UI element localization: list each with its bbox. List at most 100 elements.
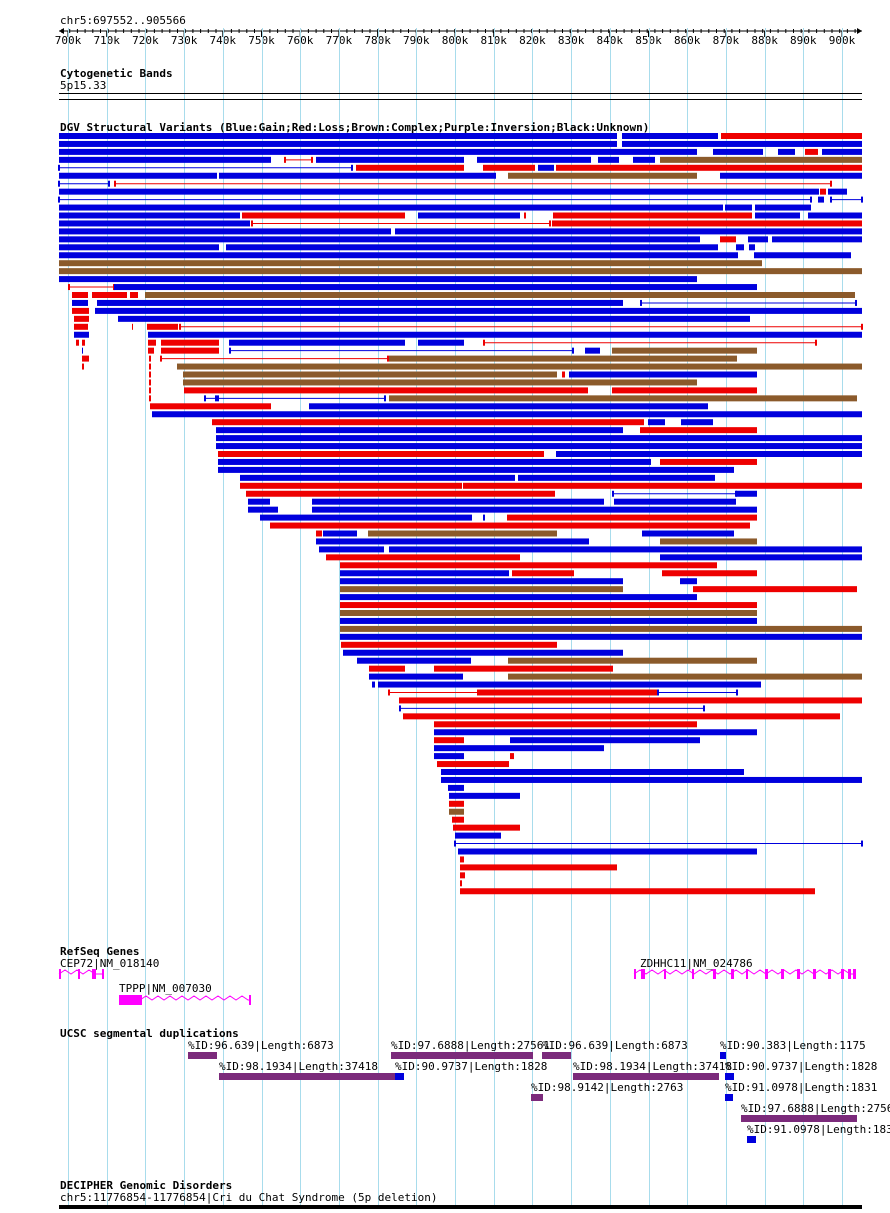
variant-bar	[720, 236, 736, 243]
segdup-label: %ID:90.9737|Length:1828	[725, 1060, 878, 1073]
gene-exon	[797, 969, 800, 979]
variant-bar	[818, 196, 824, 203]
segdup-label: %ID:91.0978|Length:1831	[747, 1123, 890, 1136]
variant-bar	[736, 490, 757, 497]
segdup-bar[interactable]	[741, 1115, 857, 1122]
variant-bar	[72, 292, 88, 298]
segdup-bar[interactable]	[391, 1052, 533, 1059]
gene-exon	[634, 969, 636, 979]
variant-bar	[184, 387, 588, 394]
segdups-track-title: UCSC segmental duplications	[60, 1027, 239, 1040]
variant-bar	[478, 689, 658, 696]
variant-bar	[312, 506, 757, 513]
decipher-track-title: DECIPHER Genomic Disorders	[60, 1179, 233, 1192]
segdup-bar[interactable]	[542, 1052, 571, 1059]
variant-bar	[246, 490, 555, 497]
variant-bar	[449, 800, 464, 807]
segdup-bar[interactable]	[747, 1136, 756, 1143]
variant-bar	[458, 848, 757, 855]
variant-bar	[114, 284, 757, 291]
segdup-label: %ID:97.6888|Length:27561	[391, 1039, 550, 1052]
decipher-feature-bar[interactable]	[59, 1205, 862, 1209]
variant-bar	[518, 474, 715, 481]
variant-bar	[340, 594, 697, 601]
segdup-bar[interactable]	[188, 1052, 217, 1059]
refseq-track-title: RefSeq Genes	[60, 945, 140, 958]
gene-exon	[692, 969, 694, 979]
variant-bar	[92, 292, 127, 298]
variant-bar	[434, 721, 697, 728]
variant-bar	[161, 339, 219, 346]
gene-label-tppp[interactable]: TPPP|NM_007030	[119, 982, 212, 995]
variant-bar	[612, 347, 757, 354]
variant-bar	[341, 641, 557, 648]
segdup-bar[interactable]	[395, 1073, 404, 1080]
gene-exon	[249, 995, 251, 1005]
variant-bar	[622, 140, 862, 147]
variant-bar	[449, 808, 464, 815]
variant-bar	[152, 411, 862, 418]
refseq-genes-track	[58, 969, 856, 1005]
variant-bar	[340, 633, 862, 640]
variant-bar	[507, 514, 757, 521]
variant-bar	[453, 824, 520, 831]
segdup-label: %ID:90.383|Length:1175	[720, 1039, 866, 1052]
grid-line	[842, 28, 843, 1208]
variant-bar	[82, 339, 85, 346]
gene-exon	[641, 969, 645, 979]
segdup-label: %ID:98.1934|Length:37418	[573, 1060, 732, 1073]
variant-bar	[149, 387, 151, 394]
variant-bar	[59, 204, 723, 211]
variant-bar	[648, 419, 665, 426]
variant-bar	[725, 204, 752, 211]
variant-bar	[754, 252, 851, 259]
variant-bar	[132, 323, 133, 330]
variant-bar	[434, 745, 604, 752]
variant-bar	[226, 244, 718, 251]
variant-bar	[553, 212, 752, 219]
variant-bar	[340, 617, 757, 624]
variant-bar	[145, 292, 855, 298]
gene-exon	[78, 969, 80, 979]
variant-bar	[149, 355, 151, 362]
segdup-label: %ID:98.1934|Length:37418	[219, 1060, 378, 1073]
variant-bar	[248, 506, 278, 513]
variant-bar	[434, 729, 757, 736]
segdup-bar[interactable]	[720, 1052, 726, 1059]
variant-bar	[556, 451, 862, 457]
variant-bar	[434, 737, 464, 744]
variant-bar	[148, 347, 154, 354]
variant-bar	[148, 339, 156, 346]
variant-bar	[216, 427, 623, 434]
segdup-bar[interactable]	[219, 1073, 395, 1080]
variant-bar	[316, 538, 589, 545]
variant-bar	[59, 276, 697, 283]
variant-bar	[463, 482, 862, 489]
variant-bar	[720, 172, 862, 179]
variant-bar	[372, 681, 375, 688]
segdup-label: %ID:98.9142|Length:2763	[531, 1081, 684, 1094]
variant-bar	[72, 307, 89, 314]
segdup-bar[interactable]	[725, 1094, 733, 1101]
variant-bar	[562, 371, 565, 378]
dgv-track-title: DGV Structural Variants (Blue:Gain;Red:L…	[60, 121, 650, 134]
gene-exon	[781, 969, 784, 979]
variant-bar	[59, 148, 697, 155]
variant-bar	[660, 458, 757, 465]
segdup-bar[interactable]	[573, 1073, 719, 1080]
variant-bar	[218, 466, 734, 473]
variant-bar	[569, 371, 757, 378]
gene-label-cep72[interactable]: CEP72|NM_018140	[60, 957, 160, 970]
variant-bar	[449, 792, 520, 799]
variant-bar	[240, 482, 462, 489]
segdup-bar[interactable]	[725, 1073, 734, 1080]
variant-bar	[59, 140, 127, 147]
gene-label-zdhhc11[interactable]: ZDHHC11|NM_024786	[640, 957, 753, 970]
variant-bar	[127, 140, 617, 147]
variant-bar	[59, 220, 219, 227]
segdup-bar[interactable]	[531, 1094, 543, 1101]
variant-bar	[614, 498, 736, 505]
decipher-item-label[interactable]: chr5:11776854-11776854|Cri du Chat Syndr…	[60, 1191, 438, 1204]
variant-bar	[828, 188, 847, 195]
location-label: chr5:697552..905566	[60, 14, 186, 27]
